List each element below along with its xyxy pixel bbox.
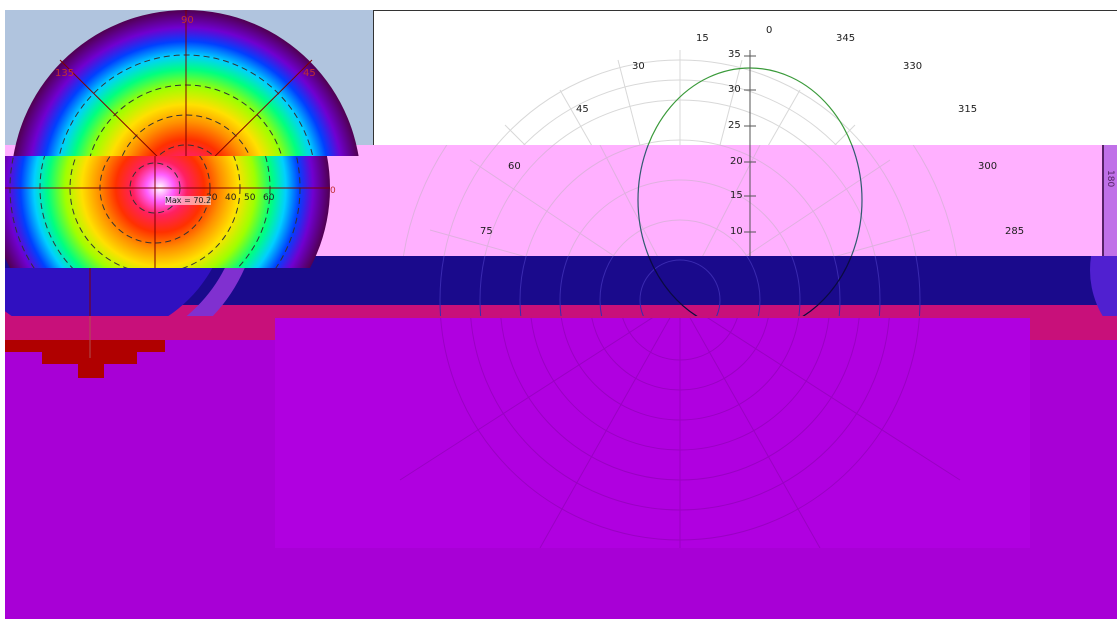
radius-tick-30: 30	[728, 84, 741, 95]
polar-grid-lower	[399, 318, 961, 548]
colormap-disc-upper	[13, 10, 359, 156]
colormap-disc-lower	[5, 268, 245, 316]
right-angle-label-30: 30	[632, 61, 645, 72]
left-angle-label-135: 135	[55, 68, 75, 79]
right-angle-label-15: 15	[696, 33, 709, 44]
right-angle-label-300: 300	[978, 161, 998, 172]
polar-grid-navy	[439, 256, 1117, 316]
right-angle-label-0: 0	[766, 25, 773, 36]
polar-grid-middle	[403, 145, 957, 256]
left-radius-label-60: 60	[263, 193, 275, 203]
radius-tick-10: 10	[730, 226, 743, 237]
radius-tick-15: 15	[730, 190, 743, 201]
right-angle-label-330: 330	[903, 61, 923, 72]
left-max-label: Max = 70.2	[165, 196, 212, 205]
right-angle-label-45: 45	[576, 104, 589, 115]
dark-red-block-bot	[78, 364, 104, 378]
left-angle-label-45: 45	[303, 68, 316, 79]
side-label-180: 180	[1105, 170, 1115, 188]
left-radius-label-40: 40	[225, 193, 237, 203]
right-angle-label-285: 285	[1005, 226, 1025, 237]
polar-grid-upper	[496, 50, 864, 145]
right-angle-label-75: 75	[480, 226, 493, 237]
left-radius-label-30: 30	[206, 193, 218, 203]
right-angle-label-60: 60	[508, 161, 521, 172]
right-angle-label-345: 345	[836, 33, 856, 44]
pink-band-right-strip	[1102, 145, 1117, 257]
colormap-disc-middle	[5, 156, 330, 268]
dark-red-block-top	[5, 340, 165, 352]
radius-tick-35: 35	[728, 49, 741, 60]
left-angle-label-0: 0	[330, 186, 336, 196]
radius-tick-25: 25	[728, 120, 741, 131]
right-angle-label-315: 315	[958, 104, 978, 115]
purple-inner-rect	[275, 318, 1030, 548]
left-radius-label-50: 50	[244, 193, 256, 203]
left-angle-label-90: 90	[181, 15, 194, 26]
polar-chart-panel	[373, 10, 1117, 146]
radius-tick-20: 20	[730, 156, 743, 167]
